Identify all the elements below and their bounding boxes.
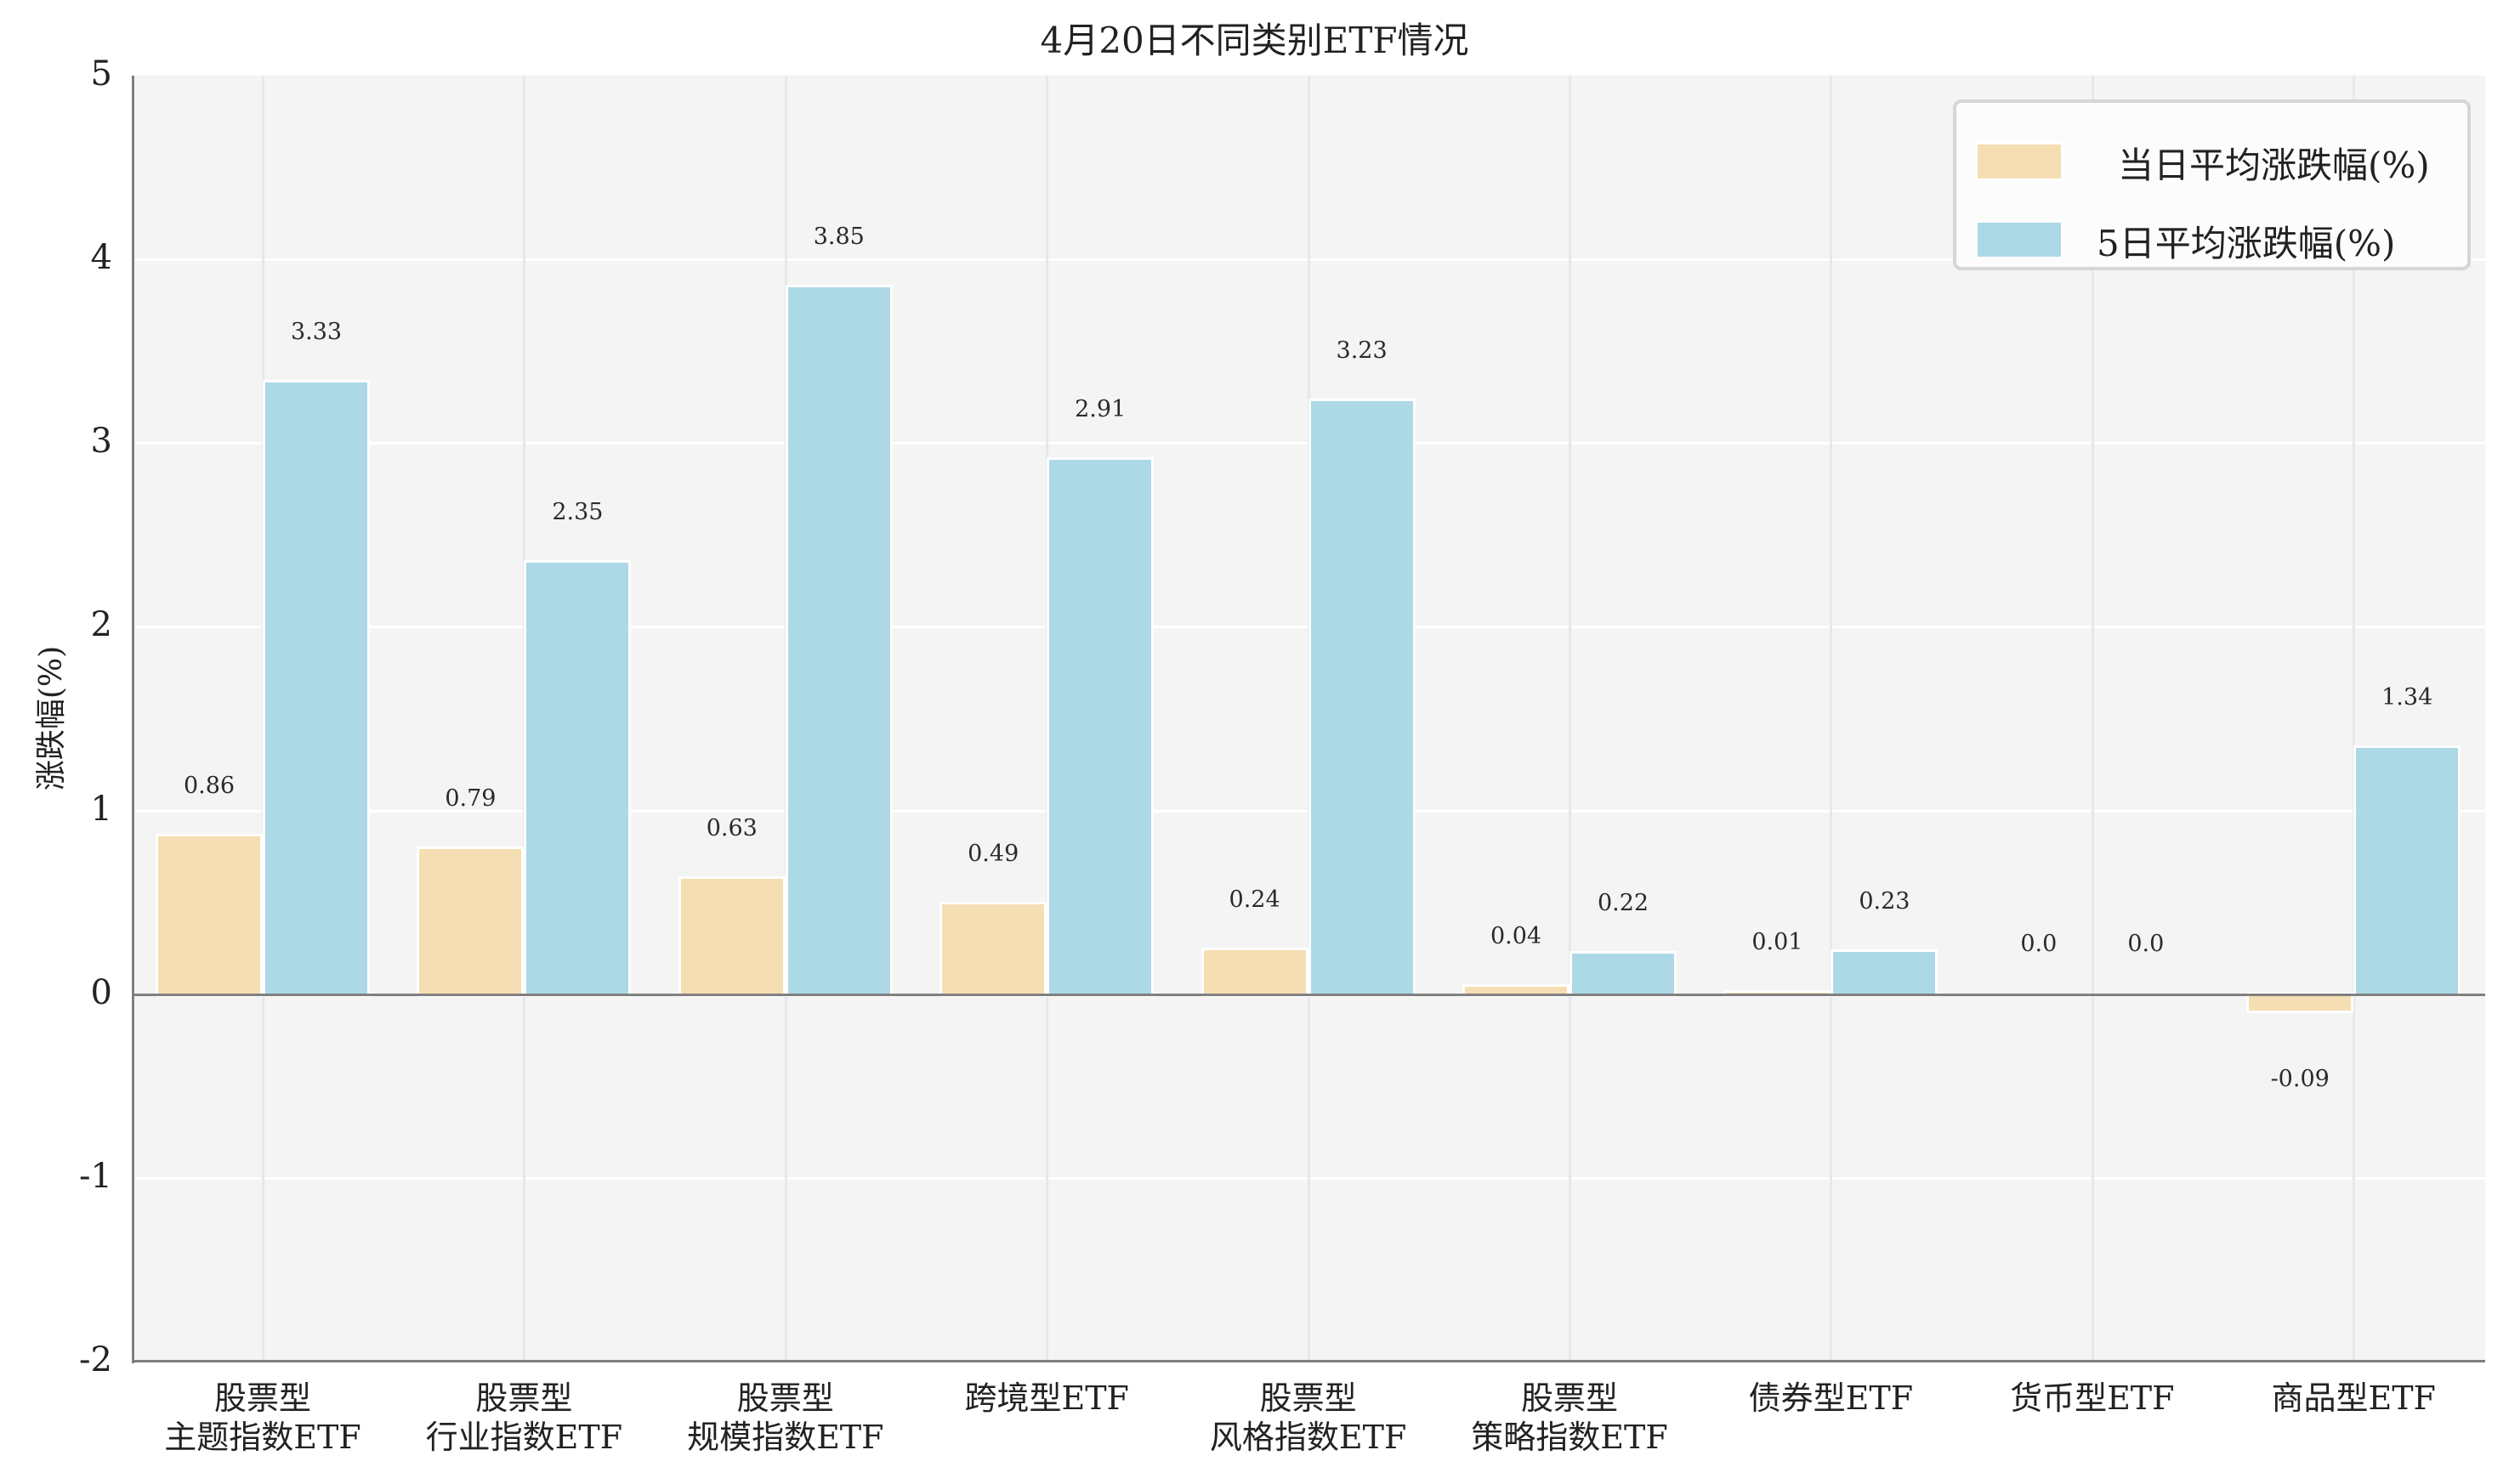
legend: 当日平均涨跌幅(%) 5日平均涨跌幅(%) xyxy=(1953,99,2471,270)
y-tick-label: -2 xyxy=(79,1340,112,1379)
value-label: 0.01 xyxy=(1751,928,1803,955)
x-tick-label: 债券型ETF xyxy=(1748,1379,1914,1417)
legend-label-5day: 5日平均涨跌幅(%) xyxy=(2097,223,2396,264)
x-tick-label: 股票型 行业指数ETF xyxy=(425,1379,623,1456)
value-label: 3.85 xyxy=(813,223,865,250)
bar-5day xyxy=(2353,745,2461,997)
y-tick-label: -1 xyxy=(79,1156,112,1196)
value-label: 0.86 xyxy=(183,772,236,799)
value-label: 0.24 xyxy=(1229,886,1280,913)
legend-item-daily: 当日平均涨跌幅(%) xyxy=(1956,133,2467,186)
bar-5day xyxy=(263,379,370,997)
x-tick-label: 股票型 风格指数ETF xyxy=(1209,1379,1407,1456)
value-label: 0.22 xyxy=(1597,890,1649,917)
y-tick-label: 1 xyxy=(90,789,112,829)
value-label: 2.91 xyxy=(1075,395,1127,422)
value-label: 3.23 xyxy=(1336,337,1388,364)
legend-label-daily: 当日平均涨跌幅(%) xyxy=(2118,144,2430,186)
bar-daily xyxy=(678,875,786,997)
bar-daily xyxy=(417,846,525,997)
bar-5day xyxy=(524,559,632,997)
value-label: 0.0 xyxy=(2127,930,2165,957)
x-axis-line xyxy=(132,1360,2485,1362)
value-label: 0.04 xyxy=(1490,923,1542,950)
chart-title: 4月20日不同类别ETF情况 xyxy=(1040,20,1469,61)
y-tick-label: 4 xyxy=(90,238,112,278)
value-label: 0.79 xyxy=(445,784,497,812)
value-label: 0.0 xyxy=(2020,930,2058,957)
value-label: 1.34 xyxy=(2381,684,2433,711)
bar-5day xyxy=(1047,456,1155,997)
v-gridline xyxy=(1830,76,1833,1362)
bar-daily xyxy=(1201,947,1308,997)
bar-5day xyxy=(1308,398,1416,997)
bar-5day xyxy=(1570,951,1677,997)
y-axis-line xyxy=(132,76,134,1363)
x-tick-label: 股票型 规模指数ETF xyxy=(687,1379,884,1456)
bar-5day xyxy=(1831,949,1939,997)
legend-swatch-daily xyxy=(1975,142,2063,181)
bar-daily xyxy=(156,833,263,997)
x-tick-label: 货币型ETF xyxy=(2010,1379,2175,1417)
legend-item-5day: 5日平均涨跌幅(%) xyxy=(1956,212,2467,264)
v-gridline xyxy=(2091,76,2094,1362)
y-tick-label: 3 xyxy=(90,422,112,462)
value-label: -0.09 xyxy=(2270,1066,2330,1093)
y-axis-label: 涨跌幅(%) xyxy=(34,645,69,791)
x-tick-label: 股票型 策略指数ETF xyxy=(1471,1379,1668,1456)
x-tick-label: 股票型 主题指数ETF xyxy=(164,1379,361,1456)
value-label: 0.23 xyxy=(1859,888,1910,915)
zero-line xyxy=(133,993,2485,996)
y-tick-label: 0 xyxy=(90,972,112,1012)
y-tick-label: 2 xyxy=(90,605,112,645)
value-label: 3.33 xyxy=(290,318,343,345)
x-tick-label: 跨境型ETF xyxy=(964,1379,1129,1417)
value-label: 0.63 xyxy=(706,814,758,841)
v-gridline xyxy=(1569,76,1571,1362)
bar-daily xyxy=(939,901,1047,997)
legend-swatch-5day xyxy=(1975,220,2063,259)
v-gridline xyxy=(2353,76,2356,1362)
x-tick-label: 商品型ETF xyxy=(2271,1379,2436,1417)
value-label: 2.35 xyxy=(552,498,604,525)
plot-area: 0.86 0.79 0.63 0.49 0.24 0.04 0.01 0.0 -0.09 3.33… xyxy=(133,76,2485,1362)
y-tick-label: 5 xyxy=(90,54,112,93)
bar-5day xyxy=(785,284,893,997)
value-label: 0.49 xyxy=(968,840,1019,867)
